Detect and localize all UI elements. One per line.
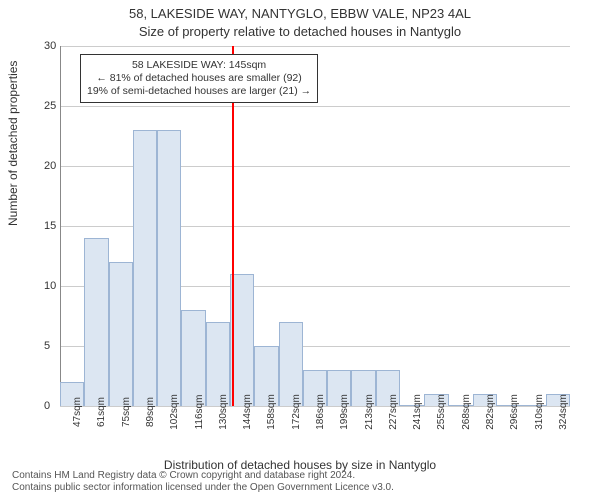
y-tick-label: 30 — [44, 40, 84, 52]
x-tick-label: 296sqm — [509, 394, 520, 430]
x-tick-label: 61sqm — [96, 397, 107, 427]
annotation-line: 19% of semi-detached houses are larger (… — [87, 85, 311, 98]
histogram-bar — [109, 262, 133, 406]
footer-attribution: Contains HM Land Registry data © Crown c… — [12, 470, 588, 494]
y-tick-label: 10 — [44, 280, 84, 292]
histogram-bar — [157, 130, 181, 406]
grid-line — [60, 106, 570, 107]
x-tick-label: 144sqm — [242, 394, 253, 430]
histogram-bar — [133, 130, 157, 406]
y-tick-label: 20 — [44, 160, 84, 172]
x-tick-label: 89sqm — [145, 397, 156, 427]
y-tick-label: 5 — [44, 340, 84, 352]
footer-line-1: Contains HM Land Registry data © Crown c… — [12, 470, 588, 482]
histogram-bar — [181, 310, 205, 406]
y-axis-label: Number of detached properties — [6, 61, 20, 226]
x-tick-label: 158sqm — [266, 394, 277, 430]
annotation-line: ← 81% of detached houses are smaller (92… — [87, 72, 311, 85]
x-tick-label: 227sqm — [388, 394, 399, 430]
x-tick-label: 199sqm — [339, 394, 350, 430]
annotation-line: 58 LAKESIDE WAY: 145sqm — [87, 59, 311, 72]
x-tick-label: 47sqm — [72, 397, 83, 427]
grid-line — [60, 46, 570, 47]
x-tick-label: 102sqm — [169, 394, 180, 430]
x-tick-label: 116sqm — [194, 395, 205, 430]
title-main: 58, LAKESIDE WAY, NANTYGLO, EBBW VALE, N… — [0, 6, 600, 21]
x-tick-label: 75sqm — [121, 397, 132, 427]
x-tick-label: 241sqm — [412, 394, 423, 430]
y-tick-label: 15 — [44, 220, 84, 232]
footer-line-2: Contains public sector information licen… — [12, 482, 588, 494]
x-tick-label: 282sqm — [485, 394, 496, 430]
x-tick-label: 172sqm — [291, 394, 302, 430]
x-tick-label: 130sqm — [218, 394, 229, 430]
x-tick-label: 324sqm — [558, 394, 569, 430]
histogram-bar — [84, 238, 108, 406]
x-tick-label: 268sqm — [461, 394, 472, 430]
x-tick-label: 255sqm — [436, 394, 447, 430]
annotation-box: 58 LAKESIDE WAY: 145sqm← 81% of detached… — [80, 54, 318, 103]
x-tick-label: 310sqm — [534, 394, 545, 430]
y-tick-label: 25 — [44, 100, 84, 112]
title-sub: Size of property relative to detached ho… — [0, 24, 600, 39]
x-tick-label: 213sqm — [364, 394, 375, 430]
x-tick-label: 186sqm — [315, 394, 326, 430]
